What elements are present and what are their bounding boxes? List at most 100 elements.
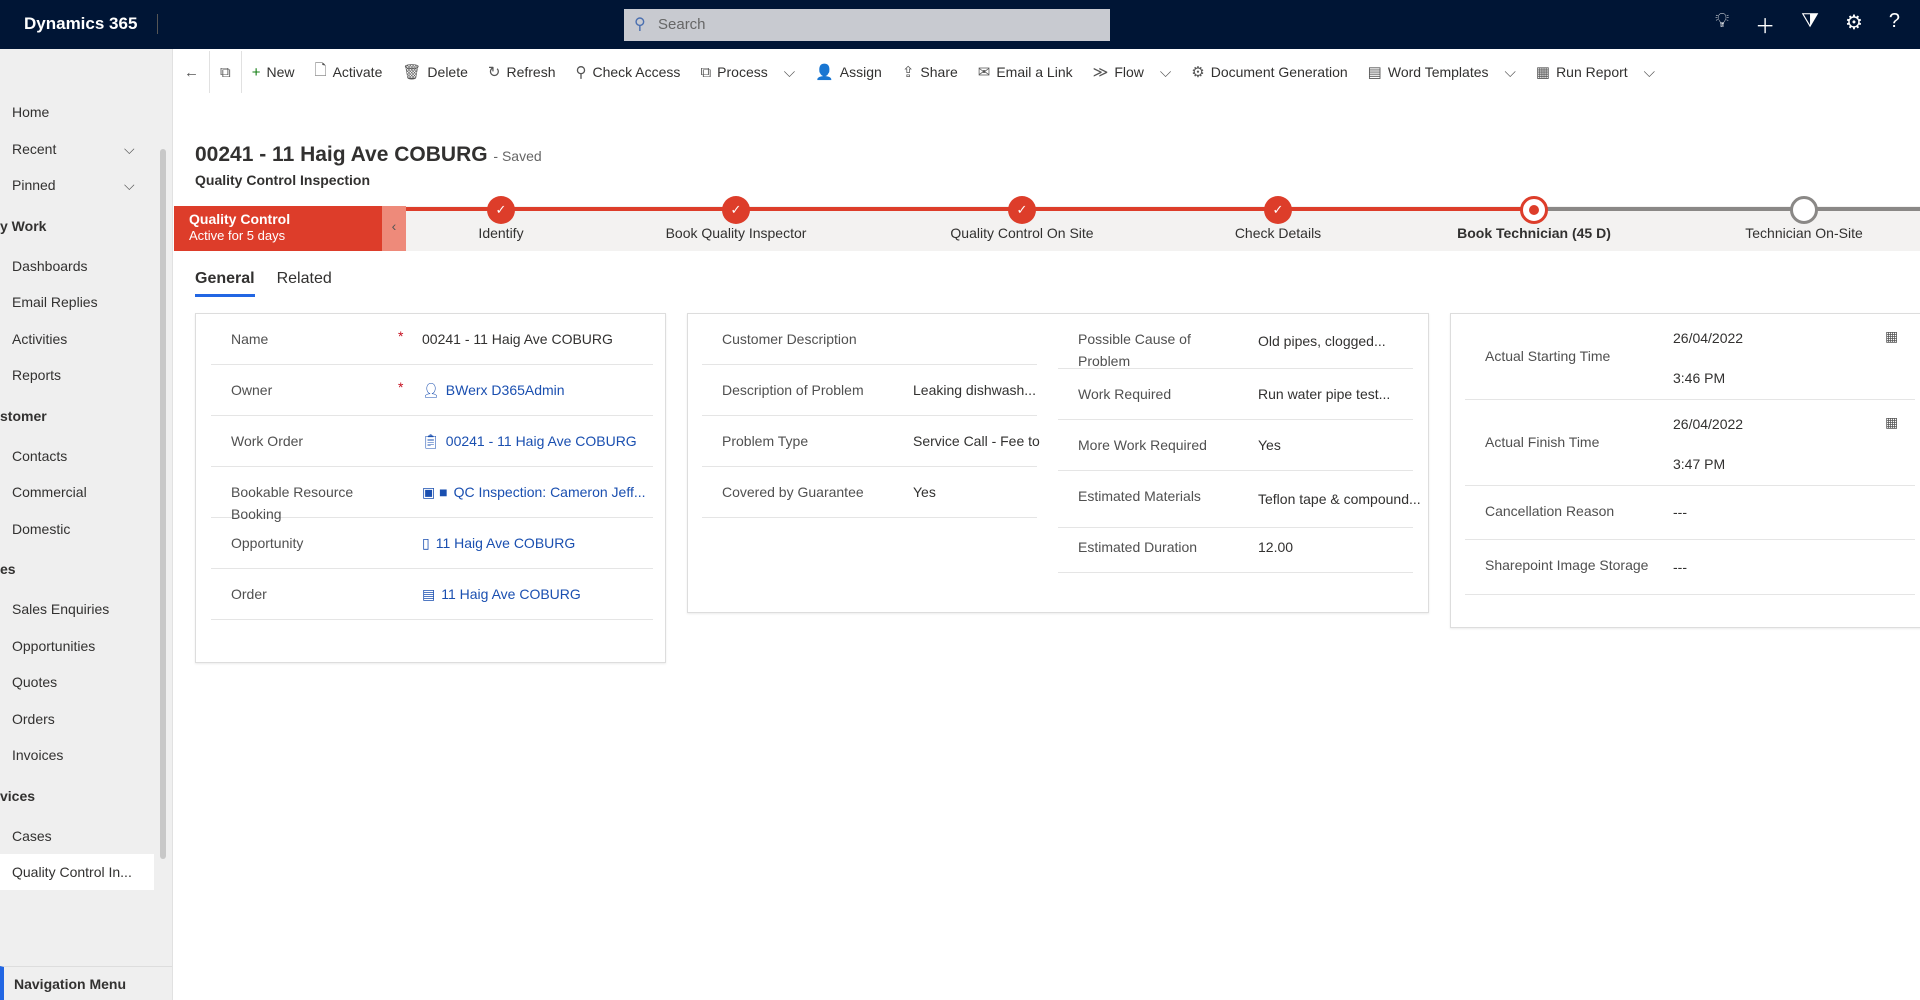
field-value[interactable]: Yes [1258,437,1281,453]
chevron-down-icon[interactable]: ⌵ [1159,63,1172,81]
command-flow[interactable]: ≫ Flow ⌵ [1083,63,1182,82]
sidebar-item-opportunities[interactable]: Opportunities [12,637,96,654]
sidebar-item-home[interactable]: Home [12,104,50,120]
sidebar-item-invoices[interactable]: Invoices [12,747,64,763]
stage-label[interactable]: Book Technician (45 D) [1457,225,1611,241]
field-value[interactable]: 👤︎ BWerx D365Admin [422,382,565,399]
sidebar-scrollbar[interactable] [160,149,166,859]
stage-node-pending[interactable] [1790,196,1818,224]
field-value-text: Yes [913,483,936,500]
command-new[interactable]: + New [242,64,305,81]
lightbulb-icon[interactable]: 💡︎ [1715,10,1730,32]
sidebar-item-email-replies[interactable]: Email Replies [12,294,98,310]
sidebar-item-quotes[interactable]: Quotes [12,674,58,690]
chevron-down-icon[interactable]: ⌵ [1643,63,1656,81]
stage-node-current[interactable] [1520,196,1548,224]
sidebar-group-header: vices [0,787,36,804]
stage-label[interactable]: Check Details [1234,225,1322,241]
sidebar-item-quality-control-in-[interactable]: Quality Control In... [0,854,154,890]
chevron-down-icon[interactable]: ⌵ [1504,63,1516,81]
field-value[interactable]: ▣ ■ QC Inspection: Cameron Jeff... [422,484,646,501]
stage-label[interactable]: Technician On-Site [1745,225,1863,241]
entity-name: Quality Control Inspection [195,172,371,188]
field-value[interactable]: Teflon tape & compound... [1258,491,1421,507]
filter-icon[interactable]: ⧩ [1801,10,1819,32]
field-row: Name * 00241 - 11 Haig Ave COBURG [211,314,653,365]
field-value[interactable]: ▤ 11 Haig Ave COBURG [422,586,581,603]
checkmark-icon[interactable]: ✓ [1264,196,1292,224]
email-a-link-icon: ✉ [977,64,991,81]
stage-label[interactable]: Quality Control On Site [950,225,1094,241]
field-value[interactable]: Old pipes, clogged... [1258,333,1386,349]
app-title[interactable]: Dynamics 365 [24,14,159,34]
command-refresh[interactable]: ↻ Refresh [478,63,566,81]
collapse-button[interactable]: ‹ [382,206,406,251]
chevron-down-icon[interactable]: ⌵ [783,63,796,81]
command-activate[interactable]: 🗋 Activate [305,60,393,85]
refresh-icon: ↻ [487,64,501,81]
field-label: Problem Type [722,433,809,449]
field-value[interactable]: Service Call - Fee to [913,433,1040,449]
sidebar-item-domestic[interactable]: Domestic [12,520,71,537]
chevron-down-icon[interactable]: ⌵ [124,140,135,157]
date-field[interactable]: 26/04/2022 [1673,330,1744,346]
command-assign[interactable]: 👤 Assign [805,63,892,81]
sidebar-item-dashboards[interactable]: Dashboards [12,257,88,274]
sidebar-item-recent[interactable]: Recent [12,140,57,157]
command-process[interactable]: ⧉ Process ⌵ [690,64,805,81]
checkmark-icon[interactable]: ✓ [487,196,515,224]
back-button[interactable]: ← [174,64,209,81]
field-label: Order [231,586,267,602]
active-stage[interactable]: Quality Control Active for 5 days [174,206,382,251]
sidebar-item-pinned[interactable]: Pinned [12,177,56,193]
field-row: Opportunity ▯ 11 Haig Ave COBURG [211,518,653,569]
command-run-report[interactable]: ▦ Run Report ⌵ [1526,63,1665,82]
calendar-icon[interactable]: ▦ [1885,328,1899,344]
calendar-icon[interactable]: ▦ [1885,414,1899,430]
field-value-text: BWerx D365Admin [445,381,565,398]
field-row: Problem Type Service Call - Fee to [702,416,1040,467]
stage-label[interactable]: Identify [478,225,524,241]
popout-button[interactable]: ⧉ [210,64,241,81]
field-row: Possible Cause of Problem Old pipes, clog… [1058,314,1413,369]
tab-related[interactable]: Related [276,270,332,287]
chevron-down-icon[interactable]: ⌵ [124,177,135,193]
command-email-a-link[interactable]: ✉ Email a Link [968,63,1083,81]
command-word-templates[interactable]: ▤ Word Templates ⌵ [1358,63,1526,82]
field-value[interactable]: Run water pipe test... [1258,386,1390,402]
plus-icon[interactable]: ＋ [1755,16,1776,38]
sidebar-item-orders[interactable]: Orders [12,710,55,727]
command-check-access[interactable]: ⚲ Check Access [566,63,691,81]
field-value[interactable]: Yes [913,484,936,500]
field-value[interactable]: 📋︎ 00241 - 11 Haig Ave COBURG [422,433,637,450]
command-document-generation[interactable]: ⚙ Document Generation [1181,63,1357,81]
field-value[interactable]: --- [1673,504,1687,520]
sidebar-item-sales-enquiries[interactable]: Sales Enquiries [12,601,110,617]
time-field[interactable]: 3:47 PM [1673,456,1726,472]
stage-label[interactable]: Book Quality Inspector [665,225,807,241]
field-value[interactable]: 12.00 [1258,539,1293,555]
field-value-text: Yes [1258,436,1281,453]
tab-general[interactable]: General [195,270,255,297]
help-icon[interactable]: ? [1888,10,1900,32]
command-label: Refresh [506,64,556,80]
sidebar-item-reports[interactable]: Reports [12,367,62,383]
sidebar-item-commercial[interactable]: Commercial [12,484,87,500]
date-field[interactable]: 26/04/2022 [1673,416,1744,432]
command-share[interactable]: ⇪ Share [892,63,968,81]
search-input[interactable]: ⚲ Search [624,9,1110,41]
command-delete[interactable]: 🗑 Delete [392,63,478,81]
checkmark-icon[interactable]: ✓ [722,196,750,224]
sidebar-item-activities[interactable]: Activities [12,330,68,347]
sidebar-item-contacts[interactable]: Contacts [12,447,68,464]
field-value-text: Run water pipe test... [1258,385,1391,402]
field-value[interactable]: 00241 - 11 Haig Ave COBURG [422,331,613,347]
field-value[interactable]: --- [1673,559,1687,575]
navigation-menu-button[interactable]: Navigation Menu [0,966,172,1000]
checkmark-icon[interactable]: ✓ [1008,196,1036,224]
field-value[interactable]: Leaking dishwash... [913,382,1036,398]
time-field[interactable]: 3:46 PM [1673,370,1726,386]
gear-icon[interactable]: ⚙ [1844,12,1863,34]
field-value[interactable]: ▯ 11 Haig Ave COBURG [422,535,575,552]
sidebar-item-cases[interactable]: Cases [12,827,52,844]
